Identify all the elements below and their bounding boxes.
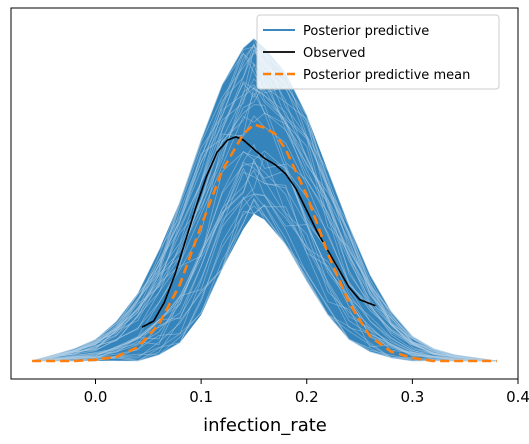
observed-line <box>141 136 376 328</box>
posterior-sample-line <box>32 161 497 362</box>
x-tick-label: 0.0 <box>84 388 108 406</box>
x-axis: 0.0 0.1 0.2 0.3 0.4 <box>84 379 529 406</box>
legend: Posterior predictive Observed Posterior pr… <box>256 14 500 90</box>
x-axis-label: infection_rate <box>203 415 327 436</box>
x-tick-label: 0.1 <box>189 388 213 406</box>
posterior-sample-line <box>32 104 497 362</box>
legend-entry-label: Posterior predictive <box>303 24 429 39</box>
legend-box <box>256 14 500 90</box>
posterior-sample-line <box>32 194 497 362</box>
posterior-sample-line <box>32 91 497 362</box>
x-tick-label: 0.2 <box>295 388 319 406</box>
axes-frame <box>10 7 519 380</box>
posterior-sample-line <box>32 204 497 362</box>
x-tick-label: 0.3 <box>400 388 424 406</box>
legend-entry-label: Observed <box>303 46 366 61</box>
x-tick-label: 0.4 <box>506 388 529 406</box>
posterior-mean-line <box>32 123 497 363</box>
posterior-sample-line <box>32 193 497 362</box>
legend-entry-label: Posterior predictive mean <box>303 68 470 83</box>
posterior-sample-line <box>32 171 497 362</box>
posterior-sample-line <box>32 115 497 362</box>
